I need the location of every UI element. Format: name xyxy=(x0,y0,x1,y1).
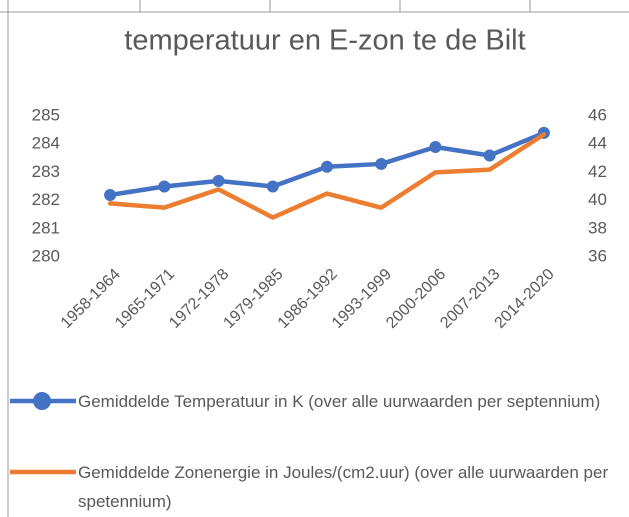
chart-title: temperatuur en E-zon te de Bilt xyxy=(124,25,525,57)
y2-tick-label: 44 xyxy=(588,134,607,153)
point-marker xyxy=(158,180,171,193)
y-tick-label: 283 xyxy=(32,162,60,181)
y2-tick-label: 42 xyxy=(588,162,607,181)
y-tick-label: 284 xyxy=(32,134,60,153)
point-marker xyxy=(321,160,333,173)
point-marker xyxy=(266,180,279,193)
y2-tick-label: 36 xyxy=(588,246,607,265)
x-tick-label: 2014-2020 xyxy=(492,266,558,332)
y2-tick-label: 38 xyxy=(588,218,607,237)
y-tick-label: 282 xyxy=(32,190,60,209)
point-marker xyxy=(375,157,388,170)
y2-tick-label: 40 xyxy=(588,190,607,209)
legend-label: Gemiddelde Zonenergie in Joules/(cm2.uur… xyxy=(78,463,609,511)
legend-marker xyxy=(33,392,51,410)
point-marker xyxy=(104,188,117,201)
series-line xyxy=(107,132,547,220)
y-tick-label: 285 xyxy=(32,105,60,124)
y-tick-label: 281 xyxy=(32,218,60,237)
legend-label: Gemiddelde Temperatuur in K (over alle u… xyxy=(78,392,601,411)
y-tick-label: 280 xyxy=(32,246,60,265)
point-marker xyxy=(483,149,496,162)
y2-tick-label: 46 xyxy=(588,105,607,124)
point-marker xyxy=(429,141,442,154)
point-marker xyxy=(212,174,225,187)
